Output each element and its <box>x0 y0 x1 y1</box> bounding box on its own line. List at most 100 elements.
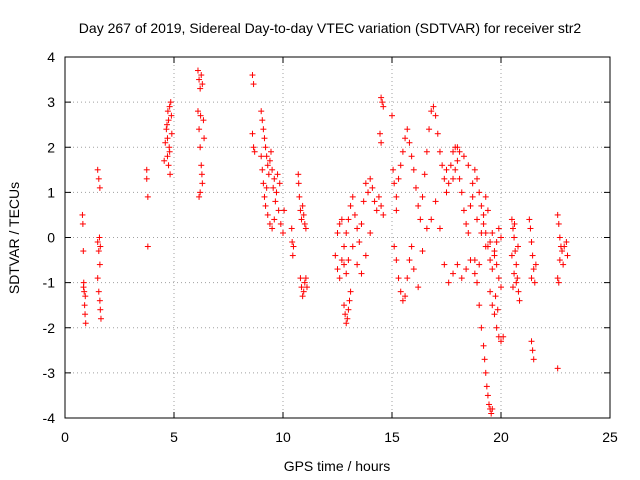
data-point <box>561 243 568 250</box>
data-point <box>194 67 201 74</box>
y-tick-label: -1 <box>43 275 56 291</box>
data-point <box>379 99 386 106</box>
data-point <box>342 311 349 318</box>
data-point <box>198 171 205 178</box>
data-point <box>556 234 563 241</box>
data-point <box>261 135 268 142</box>
data-point <box>391 180 398 187</box>
data-point <box>299 293 306 300</box>
data-point <box>426 126 433 133</box>
data-point <box>512 248 519 255</box>
data-point <box>336 220 343 227</box>
data-point <box>408 153 415 160</box>
data-point <box>454 261 461 268</box>
data-point <box>493 261 500 268</box>
data-point <box>338 216 345 223</box>
data-point <box>560 261 567 268</box>
data-point <box>143 166 150 173</box>
data-point <box>334 266 341 273</box>
data-point <box>515 243 522 250</box>
data-point <box>531 279 538 286</box>
data-point <box>164 108 171 115</box>
y-tick-labels: -4 -3 -2 -1 0 1 2 3 4 <box>43 49 56 426</box>
data-point <box>249 130 256 137</box>
data-point <box>289 252 296 259</box>
data-point <box>262 202 269 209</box>
data-point <box>436 148 443 155</box>
data-point <box>508 216 515 223</box>
data-point <box>378 94 385 101</box>
data-point <box>194 108 201 115</box>
data-point <box>94 166 101 173</box>
data-point <box>463 266 470 273</box>
data-point <box>336 275 343 282</box>
data-point <box>530 266 537 273</box>
data-point <box>251 148 258 155</box>
data-point <box>272 198 279 205</box>
data-point <box>495 225 502 232</box>
data-point <box>97 243 104 250</box>
data-point <box>351 211 358 218</box>
data-point <box>421 171 428 178</box>
data-point <box>201 135 208 142</box>
data-point <box>94 239 101 246</box>
grid <box>65 57 610 418</box>
data-point <box>436 225 443 232</box>
data-point <box>452 166 459 173</box>
data-point <box>341 243 348 250</box>
data-point <box>250 144 257 151</box>
chart-title: Day 267 of 2019, Sidereal Day-to-day VTE… <box>79 20 582 36</box>
data-point <box>168 130 175 137</box>
data-point <box>275 207 282 214</box>
data-point <box>417 216 424 223</box>
data-point <box>362 180 369 187</box>
data-point <box>487 288 494 295</box>
x-tick-label: 0 <box>61 429 69 445</box>
data-point <box>290 243 297 250</box>
data-point <box>345 306 352 313</box>
data-point <box>555 279 562 286</box>
y-tick-label: 1 <box>47 184 55 200</box>
data-point <box>358 220 365 227</box>
data-point <box>276 180 283 187</box>
x-tick-labels: 0 5 10 15 20 25 <box>61 429 618 445</box>
data-point <box>289 239 296 246</box>
data-point <box>489 302 496 309</box>
data-point <box>371 198 378 205</box>
data-point <box>96 234 103 241</box>
data-point <box>415 202 422 209</box>
data-point <box>487 239 494 246</box>
data-point <box>458 275 465 282</box>
data-point <box>495 275 502 282</box>
data-point <box>480 211 487 218</box>
data-point <box>166 103 173 110</box>
data-point <box>167 171 174 178</box>
data-point <box>97 306 104 313</box>
data-point <box>249 72 256 79</box>
data-point <box>395 275 402 282</box>
data-point <box>481 356 488 363</box>
data-point <box>469 193 476 200</box>
data-point <box>554 365 561 372</box>
data-point <box>395 175 402 182</box>
data-point <box>144 193 151 200</box>
data-point <box>277 220 284 227</box>
data-point <box>347 288 354 295</box>
data-point <box>196 76 203 83</box>
data-point <box>302 225 309 232</box>
data-point <box>489 405 496 412</box>
data-point <box>297 207 304 214</box>
data-point <box>428 108 435 115</box>
data-point <box>79 220 86 227</box>
data-point <box>564 252 571 259</box>
data-point <box>345 216 352 223</box>
data-point <box>82 320 89 327</box>
data-point <box>513 279 520 286</box>
data-point <box>474 279 481 286</box>
x-axis-label: GPS time / hours <box>284 458 391 474</box>
data-point <box>527 225 534 232</box>
data-point <box>373 207 380 214</box>
data-point <box>410 266 417 273</box>
data-point <box>96 297 103 304</box>
